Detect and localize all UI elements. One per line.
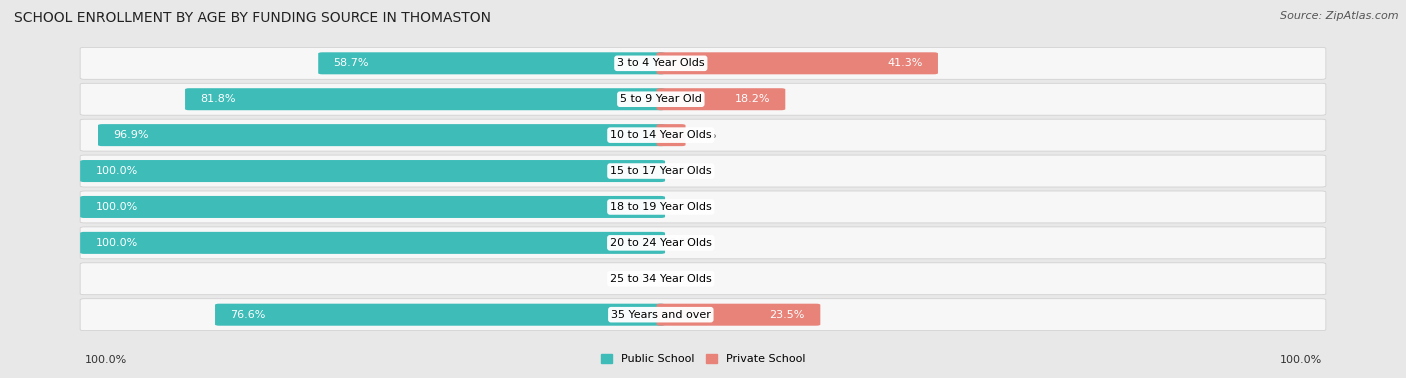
Text: 23.5%: 23.5% (769, 310, 804, 320)
Text: 20 to 24 Year Olds: 20 to 24 Year Olds (610, 238, 711, 248)
Text: 100.0%: 100.0% (96, 166, 138, 176)
Text: 3.1%: 3.1% (689, 130, 717, 140)
Text: 0.0%: 0.0% (668, 202, 696, 212)
Text: 81.8%: 81.8% (201, 94, 236, 104)
Text: 76.6%: 76.6% (231, 310, 266, 320)
Text: 5 to 9 Year Old: 5 to 9 Year Old (620, 94, 702, 104)
Text: 100.0%: 100.0% (84, 355, 127, 365)
Text: 0.0%: 0.0% (626, 274, 654, 284)
Legend: Public School, Private School: Public School, Private School (596, 350, 810, 369)
Text: 96.9%: 96.9% (114, 130, 149, 140)
Text: 41.3%: 41.3% (887, 58, 922, 68)
Text: 100.0%: 100.0% (96, 238, 138, 248)
Text: 18.2%: 18.2% (734, 94, 770, 104)
Text: 58.7%: 58.7% (333, 58, 370, 68)
Text: 100.0%: 100.0% (96, 202, 138, 212)
Text: SCHOOL ENROLLMENT BY AGE BY FUNDING SOURCE IN THOMASTON: SCHOOL ENROLLMENT BY AGE BY FUNDING SOUR… (14, 11, 491, 25)
Text: 3 to 4 Year Olds: 3 to 4 Year Olds (617, 58, 704, 68)
Text: 100.0%: 100.0% (1279, 355, 1322, 365)
Text: 0.0%: 0.0% (668, 274, 696, 284)
Text: 15 to 17 Year Olds: 15 to 17 Year Olds (610, 166, 711, 176)
Text: 18 to 19 Year Olds: 18 to 19 Year Olds (610, 202, 711, 212)
Text: 10 to 14 Year Olds: 10 to 14 Year Olds (610, 130, 711, 140)
Text: 25 to 34 Year Olds: 25 to 34 Year Olds (610, 274, 711, 284)
Text: 0.0%: 0.0% (668, 166, 696, 176)
Text: 0.0%: 0.0% (668, 238, 696, 248)
Text: 35 Years and over: 35 Years and over (610, 310, 711, 320)
Text: Source: ZipAtlas.com: Source: ZipAtlas.com (1281, 11, 1399, 21)
